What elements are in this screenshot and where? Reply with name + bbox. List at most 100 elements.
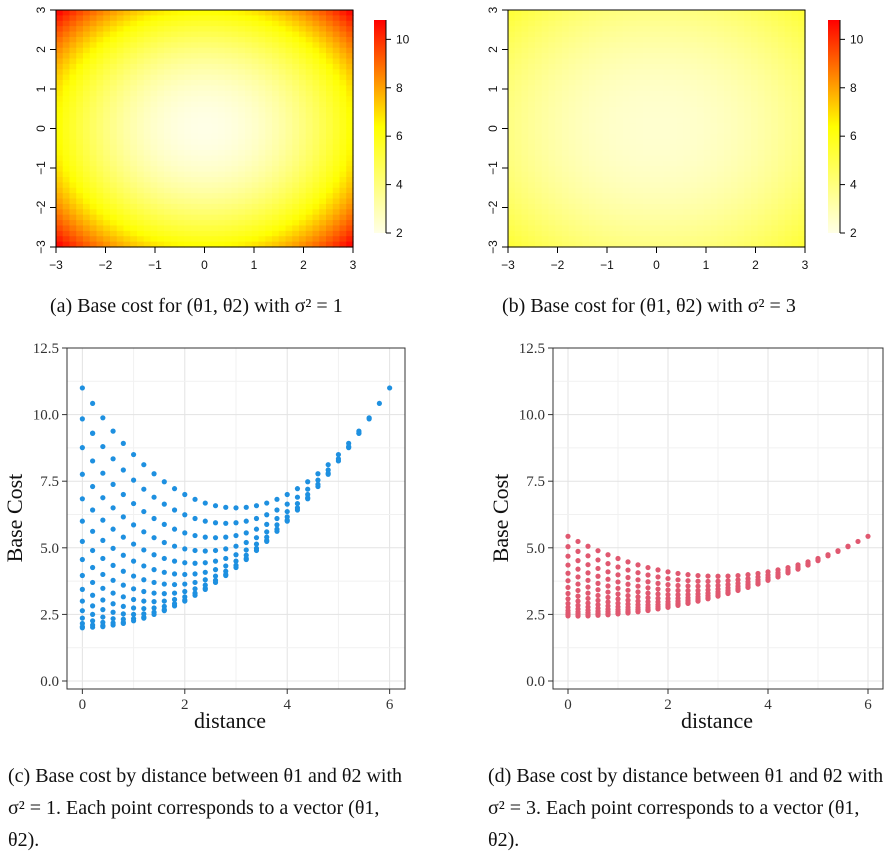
heatmap-cell	[157, 209, 165, 216]
heatmap-cell	[528, 117, 536, 124]
heatmap-cell	[170, 220, 179, 227]
heatmap-cell	[89, 241, 98, 248]
heatmap-cell	[110, 80, 118, 87]
heatmap-cell	[305, 214, 314, 221]
heatmap-cell	[710, 20, 718, 27]
heatmap-cell	[690, 176, 698, 183]
heatmap-cell	[656, 42, 664, 49]
heatmap-cell	[683, 144, 691, 151]
heatmap-cell	[541, 214, 550, 221]
heatmap-cell	[272, 26, 280, 33]
heatmap-cell	[245, 198, 253, 205]
heatmap-cell	[251, 155, 260, 162]
heatmap-cell	[56, 187, 64, 194]
heatmap-cell	[130, 176, 138, 183]
heatmap-cell	[83, 193, 91, 200]
heatmap-cell	[656, 128, 664, 135]
heatmap-cell	[137, 69, 145, 76]
heatmap-cell	[312, 69, 320, 76]
heatmap-cell	[764, 74, 772, 81]
heatmap-cell	[535, 74, 543, 81]
heatmap-cell	[137, 187, 145, 194]
heatmap-cell	[751, 133, 759, 140]
heatmap-cell	[784, 128, 793, 135]
heatmap-cell	[143, 214, 152, 221]
heatmap-cell	[278, 187, 287, 194]
data-point	[264, 500, 270, 506]
heatmap-cell	[791, 15, 799, 22]
heatmap-cell	[589, 42, 597, 49]
heatmap-cell	[562, 133, 570, 140]
heatmap-cell	[636, 133, 644, 140]
heatmap-cell	[508, 214, 516, 221]
heatmap-cell	[778, 166, 786, 173]
heatmap-cell	[710, 160, 718, 167]
heatmap-cell	[629, 85, 637, 92]
heatmap-cell	[528, 150, 536, 157]
heatmap-cell	[238, 171, 246, 178]
heatmap-cell	[150, 230, 158, 237]
heatmap-cell	[177, 26, 185, 33]
heatmap-cell	[123, 85, 131, 92]
heatmap-cell	[798, 220, 806, 227]
heatmap-cell	[764, 182, 772, 189]
heatmap-cell	[784, 112, 793, 119]
heatmap-cell	[245, 101, 253, 108]
heatmap-cell	[784, 74, 793, 81]
heatmap-cell	[568, 53, 577, 60]
heatmap-cell	[555, 74, 563, 81]
heatmap-cell	[730, 85, 739, 92]
heatmap-cell	[575, 193, 583, 200]
heatmap-cell	[272, 15, 280, 22]
heatmap-cell	[339, 187, 347, 194]
heatmap-cell	[96, 236, 104, 243]
heatmap-cell	[568, 139, 577, 146]
heatmap-cell	[319, 241, 327, 248]
heatmap-cell	[218, 96, 226, 103]
heatmap-cell	[778, 53, 786, 60]
heatmap-cell	[703, 225, 712, 232]
heatmap-cell	[548, 128, 556, 135]
heatmap-cell	[724, 10, 732, 16]
heatmap-cell	[710, 47, 718, 54]
data-point	[625, 581, 631, 587]
heatmap-cell	[751, 166, 759, 173]
data-point	[675, 577, 681, 583]
heatmap-cell	[326, 74, 334, 81]
heatmap-cell	[751, 63, 759, 70]
heatmap-cell	[231, 58, 239, 65]
heatmap-cell	[89, 166, 98, 173]
heatmap-cell	[730, 31, 739, 38]
heatmap-cell	[299, 123, 307, 130]
heatmap-cell	[791, 53, 799, 60]
data-point	[655, 574, 661, 580]
heatmap-cell	[784, 10, 793, 16]
heatmap-cell	[103, 112, 111, 119]
heatmap-cell	[710, 182, 718, 189]
data-point	[100, 537, 106, 543]
heatmap-cell	[589, 139, 597, 146]
heatmap-cell	[595, 31, 604, 38]
heatmap-cell	[204, 58, 212, 65]
heatmap-cell	[548, 42, 556, 49]
data-point	[90, 483, 96, 490]
heatmap-cell	[299, 225, 307, 232]
heatmap-cell	[703, 155, 712, 162]
heatmap-cell	[582, 193, 590, 200]
data-point	[695, 598, 701, 604]
heatmap-cell	[609, 20, 617, 27]
heatmap-cell	[541, 198, 550, 205]
heatmap-cell	[184, 10, 192, 16]
heatmap-cell	[595, 90, 604, 97]
heatmap-cell	[528, 144, 536, 151]
heatmap-cell	[683, 26, 691, 33]
heatmap-cell	[56, 220, 64, 227]
heatmap-cell	[764, 144, 772, 151]
heatmap-cell	[636, 80, 644, 87]
data-point	[615, 564, 621, 570]
heatmap-cell	[312, 53, 320, 60]
heatmap-cell	[110, 230, 118, 237]
data-point	[795, 566, 801, 572]
heatmap-cell	[76, 166, 84, 173]
